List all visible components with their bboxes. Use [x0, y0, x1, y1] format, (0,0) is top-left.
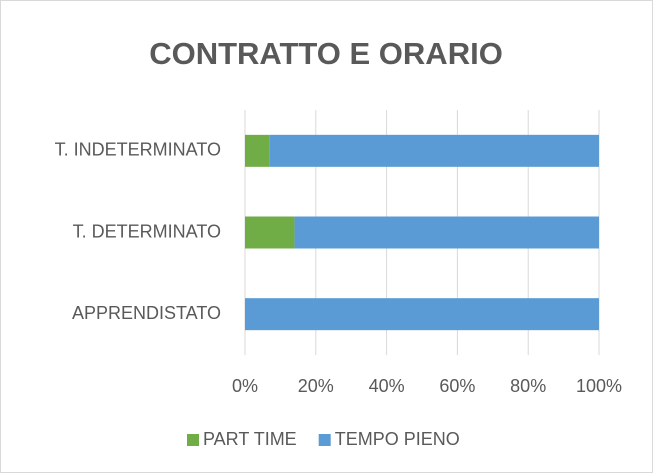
- x-tick-label: 40%: [369, 376, 405, 396]
- bar-segment: [245, 134, 270, 167]
- x-tick-label: 80%: [510, 376, 546, 396]
- chart-title: CONTRATTO E ORARIO: [149, 36, 503, 71]
- y-tick-label: T. INDETERMINATO: [55, 140, 221, 160]
- bar-segment: [269, 134, 599, 167]
- x-tick-label: 0%: [232, 376, 258, 396]
- legend-swatch: [187, 434, 199, 446]
- legend-label: PART TIME: [203, 429, 297, 449]
- x-tick-label: 60%: [439, 376, 475, 396]
- y-tick-label: T. DETERMINATO: [73, 221, 221, 241]
- legend-swatch: [318, 434, 331, 446]
- bar-segment: [294, 216, 599, 249]
- x-tick-label: 20%: [298, 376, 334, 396]
- bar-segment: [245, 298, 599, 331]
- x-tick-label: 100%: [576, 376, 622, 396]
- y-tick-label: APPRENDISTATO: [72, 303, 221, 323]
- legend-label: TEMPO PIENO: [335, 429, 460, 449]
- bar-segment: [245, 216, 295, 249]
